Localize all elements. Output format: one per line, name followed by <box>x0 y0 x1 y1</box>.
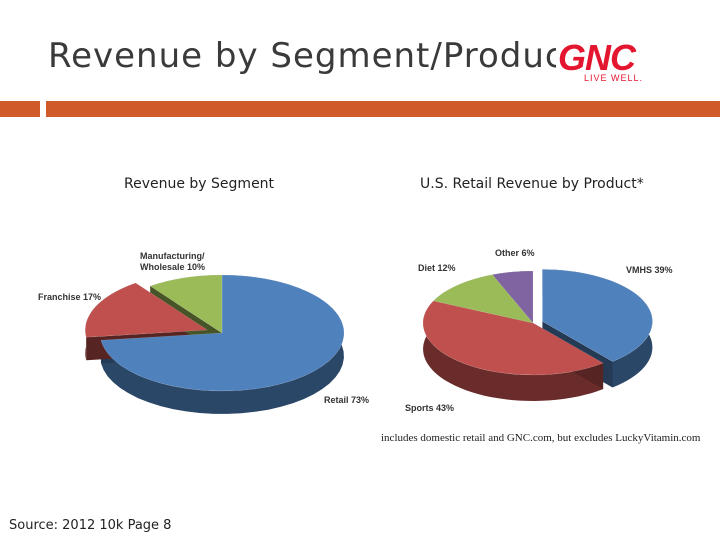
product-slice-2 <box>432 274 534 324</box>
logo-tagline: LIVE WELL. <box>584 73 644 83</box>
accent-bar-left <box>0 101 40 117</box>
logo-brand: GNC <box>558 37 636 78</box>
segment-chart-title: Revenue by Segment <box>124 176 275 192</box>
gnc-logo: GNC LIVE WELL. <box>556 38 696 88</box>
slice-label-manufacturing-line2: Wholesale 10% <box>140 262 205 272</box>
segment-slice-0 <box>100 274 345 392</box>
accent-bar-right <box>46 101 720 117</box>
slice-label-vmhs: VMHS 39% <box>626 265 673 275</box>
slice-label-other: Other 6% <box>495 248 535 258</box>
product-slice-3 <box>492 270 534 324</box>
product-slice-1 <box>422 300 604 376</box>
product-pie <box>422 269 653 401</box>
slice-label-sports: Sports 43% <box>405 403 454 413</box>
product-slice-0 <box>542 269 653 362</box>
source-note: Source: 2012 10k Page 8 <box>9 518 172 533</box>
footnote: includes domestic retail and GNC.com, bu… <box>381 432 701 444</box>
slide-title: Revenue by Segment/Product <box>48 36 579 76</box>
segment-slice-2 <box>149 274 223 334</box>
product-slice-side-1 <box>423 300 604 401</box>
segment-pie <box>85 274 345 414</box>
slice-label-diet: Diet 12% <box>418 263 456 273</box>
slice-label-franchise: Franchise 17% <box>38 292 101 302</box>
segment-slice-1 <box>85 282 209 338</box>
slice-label-manufacturing-line1: Manufacturing/ <box>140 251 205 261</box>
product-chart-title: U.S. Retail Revenue by Product* <box>420 176 644 192</box>
slice-label-retail: Retail 73% <box>324 395 369 405</box>
